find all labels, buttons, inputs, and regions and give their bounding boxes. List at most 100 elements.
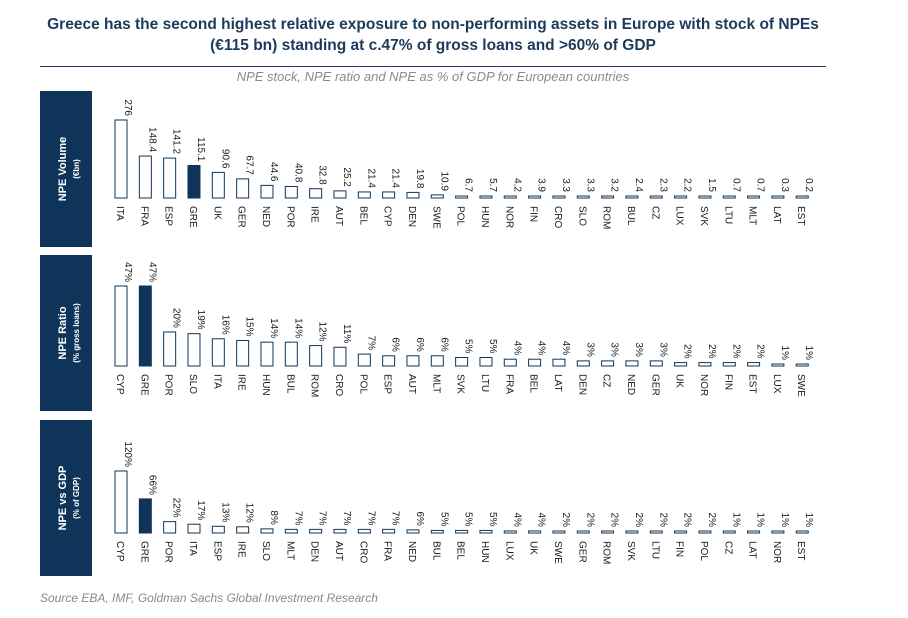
bar-ratio-lux [771,363,785,367]
bar-volume-por [284,185,298,199]
bar-volume-fin [528,195,542,199]
bar-gdp-cyp [114,470,128,534]
bar-volume-den [406,191,420,199]
bar-volume-ita [114,119,128,199]
panel-ratio-box [40,255,92,411]
bar-volume-ire [309,188,323,199]
value-label-ratio-uk: 2% [682,344,693,359]
bar-gdp-den [309,528,323,534]
category-label-volume-est: EST [795,206,806,225]
bar-ratio-mlt [430,355,444,367]
value-label-volume-fin: 3.9 [536,178,547,192]
value-label-volume-uk: 90.6 [219,149,230,169]
category-label-gdp-fin: FIN [674,541,685,557]
category-label-gdp-bul: BUL [430,541,441,561]
value-label-ratio-nor: 2% [706,344,717,359]
bar-volume-swe [430,194,444,199]
bar-ratio-slo [187,333,201,367]
category-label-ratio-pol: POL [357,374,368,394]
bar-gdp-ltu [649,530,663,534]
category-label-ratio-rom: ROM [309,374,320,397]
bar-gdp-aut [333,528,347,534]
category-label-gdp-pol: POL [698,541,709,561]
category-label-gdp-lux: LUX [503,541,514,561]
category-label-volume-hun: HUN [479,206,490,228]
bar-volume-bul [625,195,639,199]
value-label-gdp-pol: 2% [706,513,717,528]
value-label-gdp-lux: 4% [511,512,522,527]
category-label-gdp-cz: CZ [722,541,733,554]
value-label-volume-lux: 2.2 [682,178,693,192]
bar-volume-svk [698,195,712,199]
value-label-ratio-pol: 7% [365,336,376,351]
bar-gdp-ire [236,526,250,534]
value-label-gdp-rom: 2% [609,513,620,528]
bar-gdp-hun [479,529,493,534]
category-label-ratio-nor: NOR [698,374,709,396]
bar-gdp-ned [406,529,420,534]
category-label-gdp-est: EST [795,541,806,560]
value-label-ratio-ire: 15% [244,316,255,336]
bar-volume-bel [357,191,371,199]
bar-ratio-cz [601,360,615,367]
bar-gdp-fin [674,530,688,534]
value-label-volume-lat: 0.3 [779,178,790,192]
value-label-volume-slo: 3.3 [584,178,595,192]
category-label-ratio-ned: NED [625,374,636,395]
bar-gdp-esp [211,525,225,534]
category-label-volume-cro: CRO [552,206,563,228]
category-label-volume-fra: FRA [138,206,149,226]
value-label-volume-esp: 141.2 [171,129,182,154]
value-label-ratio-den: 3% [584,342,595,357]
value-label-volume-den: 19.8 [414,169,425,189]
category-label-volume-gre: GRE [187,206,198,228]
category-label-gdp-aut: AUT [333,541,344,561]
category-label-gdp-ned: NED [406,541,417,562]
bar-volume-ltu [722,195,736,199]
category-label-gdp-ita: ITA [187,541,198,556]
bar-volume-cz [649,195,663,199]
value-label-ratio-cz: 3% [609,342,620,357]
bar-gdp-bul [430,529,444,534]
category-label-volume-lat: LAT [771,206,782,224]
value-label-ratio-ger: 3% [657,342,668,357]
value-label-volume-gre: 115.1 [195,137,206,162]
value-label-ratio-aut: 6% [414,337,425,352]
category-label-volume-ltu: LTU [722,206,733,224]
bar-ratio-aut [406,355,420,367]
bar-gdp-lux [503,530,517,534]
value-label-volume-ita: 276 [122,99,133,116]
value-label-gdp-mlt: 7% [292,511,303,526]
category-label-gdp-esp: ESP [211,541,222,561]
bar-gdp-slo [260,528,274,534]
value-label-gdp-bel: 5% [463,512,474,527]
bar-volume-pol [455,195,469,199]
value-label-ratio-bel: 4% [536,341,547,356]
bar-gdp-ger [576,530,590,534]
category-label-ratio-ltu: LTU [479,374,490,392]
value-label-ratio-ned: 3% [633,342,644,357]
bar-gdp-por [163,521,177,534]
bar-volume-nor [503,195,517,199]
category-label-gdp-ltu: LTU [649,541,660,559]
value-label-ratio-fin: 2% [730,344,741,359]
value-label-gdp-por: 22% [171,498,182,518]
value-label-gdp-fin: 2% [682,513,693,528]
bar-volume-ger [236,178,250,199]
panel-ratio-label: NPE Ratio [57,306,69,359]
chart-title: Greece has the second highest relative e… [47,16,819,54]
category-label-ratio-bul: BUL [284,374,295,394]
category-label-ratio-ita: ITA [211,374,222,389]
value-label-ratio-bul: 14% [292,318,303,338]
category-label-gdp-uk: UK [528,541,539,555]
category-label-ratio-svk: SVK [455,374,466,394]
value-label-ratio-esp: 6% [390,337,401,352]
bar-gdp-nor [771,530,785,534]
value-label-gdp-ire: 12% [244,503,255,523]
value-label-ratio-por: 20% [171,308,182,328]
bar-gdp-est [795,530,809,534]
value-label-gdp-bul: 5% [438,512,449,527]
bar-volume-esp [163,157,177,199]
category-label-volume-swe: SWE [430,206,441,229]
